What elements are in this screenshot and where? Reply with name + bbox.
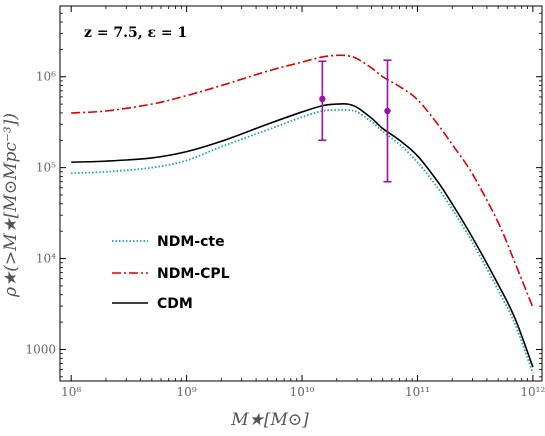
x-tick-label: 10⁸ xyxy=(61,385,81,399)
series-line-ndm-cpl xyxy=(71,54,534,308)
error-bars xyxy=(318,59,392,183)
x-tick-label: 10¹² xyxy=(520,385,545,399)
legend-label: NDM-CPL xyxy=(157,266,230,282)
series-line-ndm-cte xyxy=(71,108,534,374)
series-line-cdm xyxy=(71,102,534,368)
y-tick-label: 10⁵ xyxy=(36,161,56,175)
legend-label: CDM xyxy=(157,296,193,312)
y-tick-label: 1000 xyxy=(25,342,56,356)
annotation-label: z = 7.5, ε = 1 xyxy=(84,25,187,41)
x-axis-title: M★[M⊙] xyxy=(230,410,309,430)
y-tick-label: 10⁴ xyxy=(36,252,56,266)
x-tick-label: 10⁹ xyxy=(177,385,197,399)
y-tick-label: 10⁶ xyxy=(36,70,56,84)
x-tick-label: 10¹⁰ xyxy=(290,385,315,399)
plot-area xyxy=(59,5,543,382)
series-layer xyxy=(71,54,534,374)
x-tick-label: 10¹¹ xyxy=(405,385,430,399)
y-axis-title: ρ★(>M★[M⊙Mpc⁻³]) xyxy=(1,113,21,298)
legend: NDM-cte NDM-CPL CDM xyxy=(112,234,230,312)
data-point xyxy=(384,107,391,115)
axis-ticks: 10⁸ 10⁹ 10¹⁰ 10¹¹ 10¹² 1000 10⁴ 10⁵ 10⁶ xyxy=(25,5,545,399)
legend-label: NDM-cte xyxy=(157,234,225,250)
data-point xyxy=(319,95,326,103)
